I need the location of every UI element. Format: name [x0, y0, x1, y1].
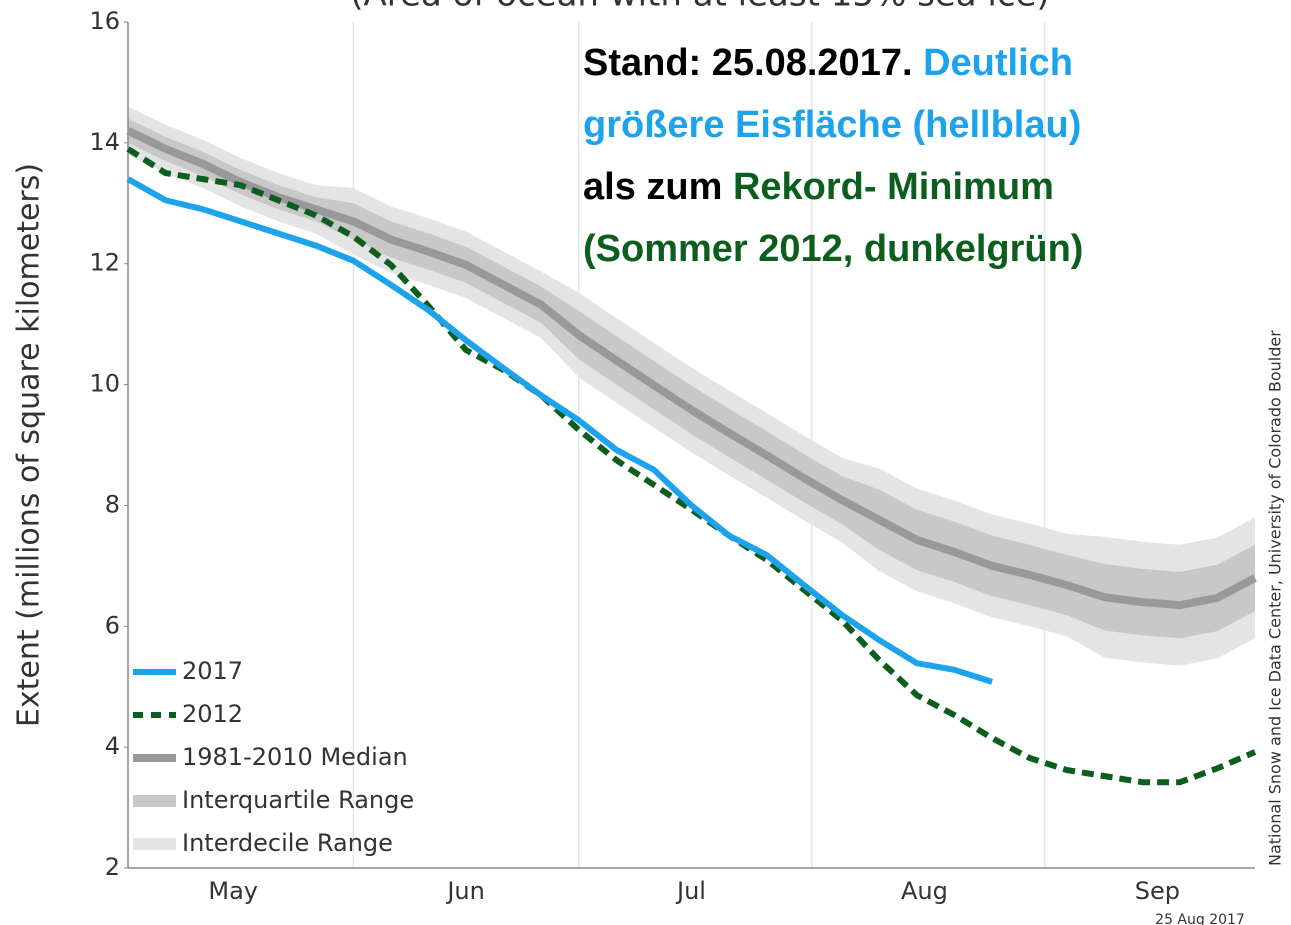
y-tick-label: 2 — [105, 853, 120, 881]
legend-label: Interquartile Range — [182, 786, 414, 814]
annotation-run: (Sommer 2012, dunkelgrün) — [583, 228, 1083, 270]
series-line — [126, 146, 1257, 786]
y-tick-label: 8 — [105, 490, 120, 518]
annotation-run: als zum — [583, 166, 733, 208]
annotation: als zum Rekord- Minimum — [583, 166, 1054, 208]
y-tick-label: 6 — [105, 611, 120, 639]
annotation-run: Rekord- Minimum — [733, 166, 1054, 208]
legend-label: 2017 — [182, 657, 243, 685]
annotation: Stand: 25.08.2017. Deutlich — [583, 42, 1073, 84]
y-tick-label: 16 — [89, 7, 120, 35]
x-tick-label: Jun — [445, 877, 485, 905]
annotation-run: Stand: 25.08.2017. — [583, 42, 923, 84]
y-tick-label: 10 — [89, 370, 120, 398]
x-tick-label: Aug — [901, 877, 948, 905]
annotation: größere Eisfläche (hellblau) — [583, 104, 1081, 146]
x-tick-label: May — [208, 877, 258, 905]
x-tick-label: Sep — [1135, 877, 1180, 905]
chart-subtitle: (Area of ocean with at least 15% sea ice… — [350, 0, 1049, 15]
credit: National Snow and Ice Data Center, Unive… — [1266, 330, 1285, 866]
y-axis-label: Extent (millions of square kilometers) — [12, 163, 47, 727]
legend-label: 1981-2010 Median — [182, 743, 408, 771]
series-line — [126, 176, 993, 685]
legend-label: 2012 — [182, 700, 243, 728]
legend-label: Interdecile Range — [182, 829, 393, 857]
y-tick-label: 12 — [89, 249, 120, 277]
annotation-run: Deutlich — [923, 42, 1073, 84]
annotation-run: größere Eisfläche (hellblau) — [583, 104, 1081, 146]
series-line — [126, 127, 1257, 610]
date-stamp: 25 Aug 2017 — [1155, 912, 1245, 925]
annotation: (Sommer 2012, dunkelgrün) — [583, 228, 1083, 270]
y-tick-label: 14 — [89, 128, 120, 156]
x-tick-label: Jul — [675, 877, 706, 905]
y-tick-label: 4 — [105, 732, 120, 760]
